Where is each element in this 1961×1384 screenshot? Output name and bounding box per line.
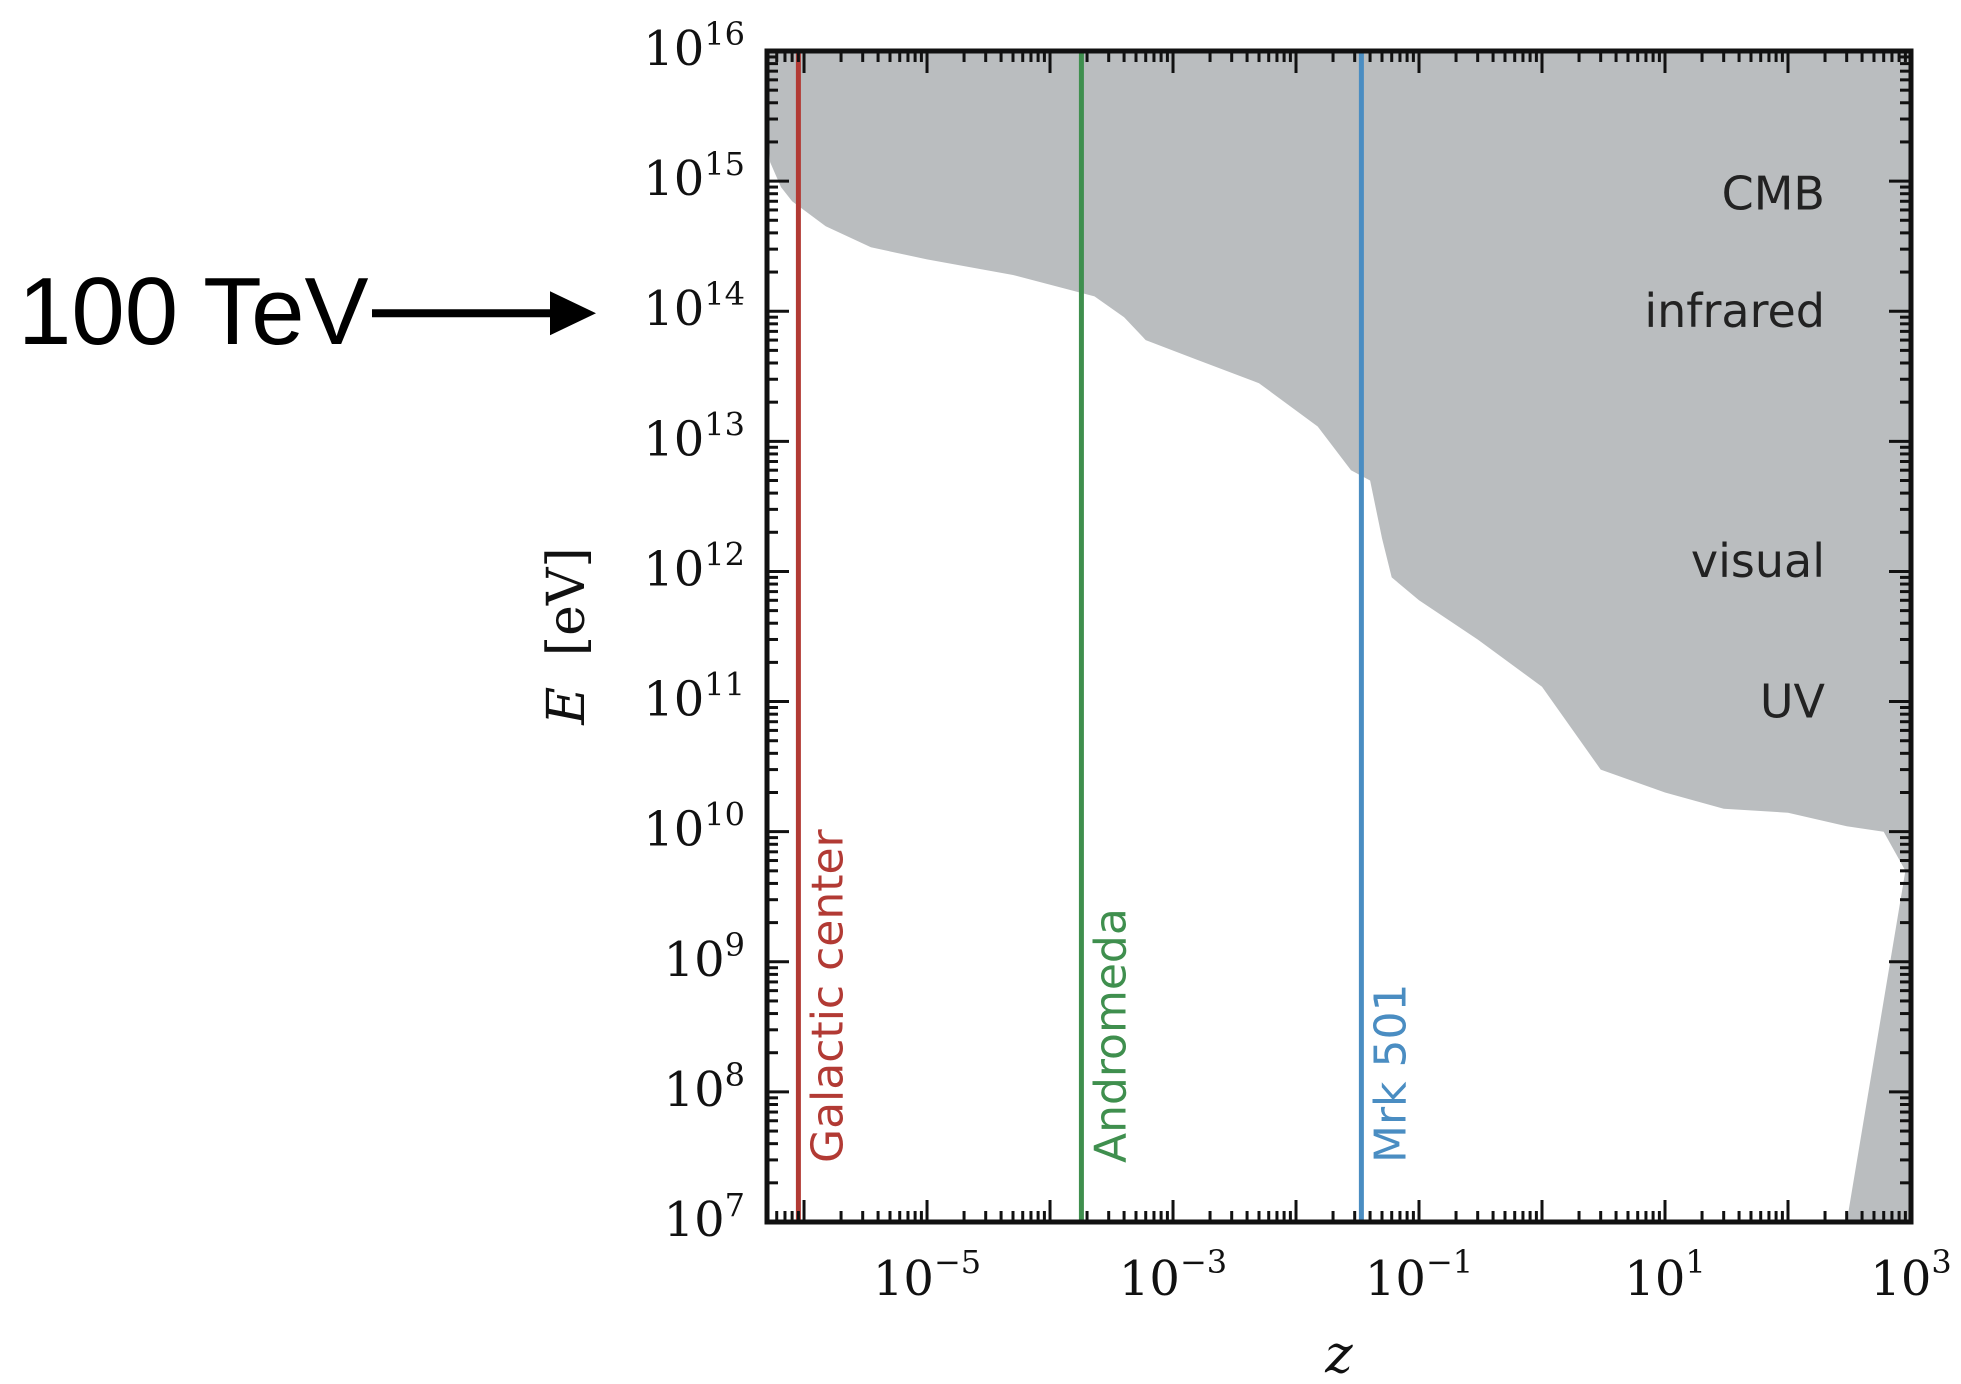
y-tick-base: 10 [643,21,704,77]
band-label: UV [1760,675,1826,729]
y-tick-base: 10 [664,932,725,988]
y-tick-exponent: 14 [704,275,745,313]
y-tick-label: 109 [664,926,745,988]
y-tick-exponent: 16 [704,15,745,53]
x-tick-label: 10−3 [1119,1243,1227,1307]
y-tick-exponent: 9 [725,926,745,964]
x-tick-base: 10 [1624,1251,1685,1307]
y-axis-variable: E [537,687,597,726]
y-tick-base: 10 [643,672,704,728]
y-tick-exponent: 10 [704,796,745,834]
band-label: CMB [1722,167,1825,221]
x-axis-title: z [1324,1325,1353,1384]
opacity-region-layer [767,51,1911,1222]
ticks-layer: 107108109101010111012101310141015101610−… [643,15,1952,1307]
y-tick-label: 1014 [643,275,745,337]
y-tick-exponent: 13 [704,405,745,443]
source-line-label: Galactic center [802,828,853,1163]
y-tick-exponent: 11 [704,666,745,704]
annotation-layer: 100 TeV [18,258,596,365]
x-tick-exponent: −5 [934,1243,981,1281]
opacity-region [767,51,1911,1222]
band-labels-layer: CMB infrared visual UV [1644,167,1825,729]
x-tick-label: 103 [1870,1243,1951,1307]
x-tick-exponent: 3 [1931,1243,1951,1281]
plot-frame [764,48,1914,1225]
y-tick-label: 1013 [643,405,745,467]
source-lines-layer: Galactic center Andromeda Mrk 501 [795,51,1416,1222]
y-tick-base: 10 [643,541,704,597]
y-tick-label: 107 [664,1186,745,1248]
x-tick-label: 10−1 [1365,1243,1473,1307]
annotation-label: 100 TeV [18,258,369,365]
annotation-arrowhead [550,291,596,336]
y-tick-exponent: 7 [725,1186,745,1224]
y-tick-label: 1016 [643,15,745,77]
x-tick-label: 10−5 [873,1243,981,1307]
y-tick-base: 10 [643,151,704,207]
x-tick-base: 10 [1870,1251,1931,1307]
y-tick-label: 1011 [643,666,745,728]
y-tick-label: 1015 [643,145,745,207]
y-tick-label: 108 [664,1056,745,1118]
y-tick-base: 10 [664,1192,725,1248]
x-tick-base: 10 [1119,1251,1180,1307]
y-tick-exponent: 8 [725,1056,745,1094]
y-tick-label: 1010 [643,796,745,858]
y-tick-base: 10 [643,281,704,337]
x-tick-base: 10 [873,1251,934,1307]
x-tick-exponent: −1 [1426,1243,1473,1281]
band-label: infrared [1644,284,1825,338]
source-line-label: Mrk 501 [1365,983,1416,1163]
x-tick-base: 10 [1365,1251,1426,1307]
band-label: visual [1691,534,1825,588]
y-tick-label: 1012 [643,535,745,597]
source-line-label: Andromeda [1085,908,1136,1163]
y-tick-exponent: 12 [704,535,745,573]
y-tick-base: 10 [664,1062,725,1118]
y-tick-base: 10 [643,411,704,467]
y-axis-title: E [eV] [537,547,597,725]
x-tick-exponent: −3 [1180,1243,1227,1281]
y-axis-unit: [eV] [537,547,597,656]
y-tick-exponent: 15 [704,145,745,183]
x-tick-exponent: 1 [1685,1243,1705,1281]
x-tick-label: 101 [1624,1243,1705,1307]
y-tick-base: 10 [643,802,704,858]
